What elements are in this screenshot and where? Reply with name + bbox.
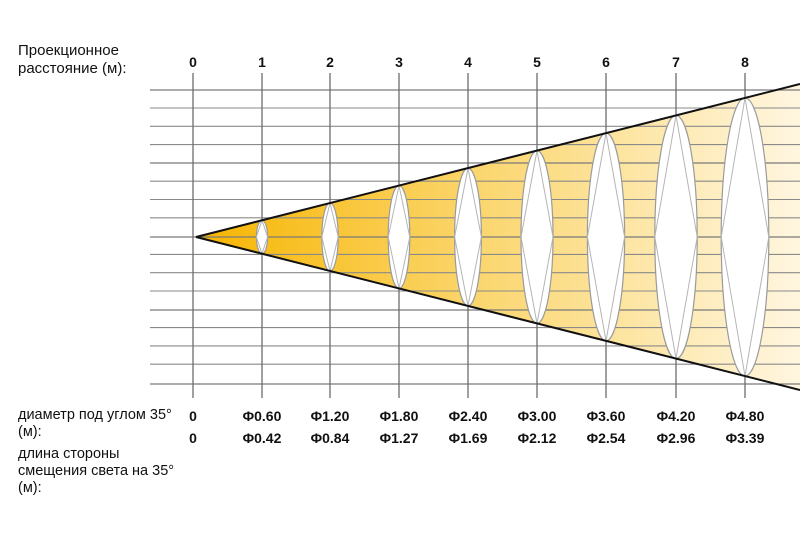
- side-length-value: Φ0.42: [242, 430, 282, 446]
- side-length-row-label: длина стороны смещения света на 35° (м):: [18, 446, 175, 496]
- side-length-value: 0: [189, 430, 197, 446]
- diameter-value: Φ3.00: [517, 408, 557, 424]
- projection-distance-label: Проекционное расстояние (м):: [18, 42, 127, 77]
- light-spot-ellipse: [321, 202, 339, 272]
- light-spot-ellipse: [255, 219, 269, 255]
- distance-tick-label: 2: [326, 54, 334, 70]
- diameter-value: Φ3.60: [586, 408, 626, 424]
- side-length-value: Φ2.96: [656, 430, 696, 446]
- distance-tick-label: 7: [672, 54, 680, 70]
- distance-tick-label: 5: [533, 54, 541, 70]
- light-spot-ellipse: [454, 167, 483, 307]
- diameter-value: Φ1.80: [379, 408, 419, 424]
- diameter-row-label: диаметр под углом 35° (м):: [18, 407, 172, 440]
- side-length-value: Φ2.12: [517, 430, 557, 446]
- distance-tick-label: 6: [602, 54, 610, 70]
- side-length-value: Φ2.54: [586, 430, 626, 446]
- distance-tick-label: 3: [395, 54, 403, 70]
- diameter-value: 0: [189, 408, 197, 424]
- light-spots: [255, 97, 770, 377]
- diameter-value: Φ0.60: [242, 408, 282, 424]
- light-spot-ellipse: [654, 114, 698, 360]
- beam-upper-edge: [195, 83, 800, 238]
- side-length-value: Φ1.27: [379, 430, 419, 446]
- side-length-value: Φ0.84: [310, 430, 350, 446]
- distance-tick-label: 1: [258, 54, 266, 70]
- side-length-value: Φ1.69: [448, 430, 488, 446]
- light-spot-ellipse: [520, 150, 554, 324]
- distance-tick-label: 0: [189, 54, 197, 70]
- light-spot-ellipse: [387, 184, 411, 290]
- beam-lower-edge: [195, 236, 800, 391]
- distance-tick-label: 8: [741, 54, 749, 70]
- distance-tick-label: 4: [464, 54, 472, 70]
- diameter-value: Φ4.80: [725, 408, 765, 424]
- diameter-value: Φ4.20: [656, 408, 696, 424]
- light-spot-ellipse: [720, 97, 770, 377]
- side-length-value: Φ3.39: [725, 430, 765, 446]
- diameter-value: Φ1.20: [310, 408, 350, 424]
- light-spot-ellipse: [586, 132, 626, 342]
- diameter-value: Φ2.40: [448, 408, 488, 424]
